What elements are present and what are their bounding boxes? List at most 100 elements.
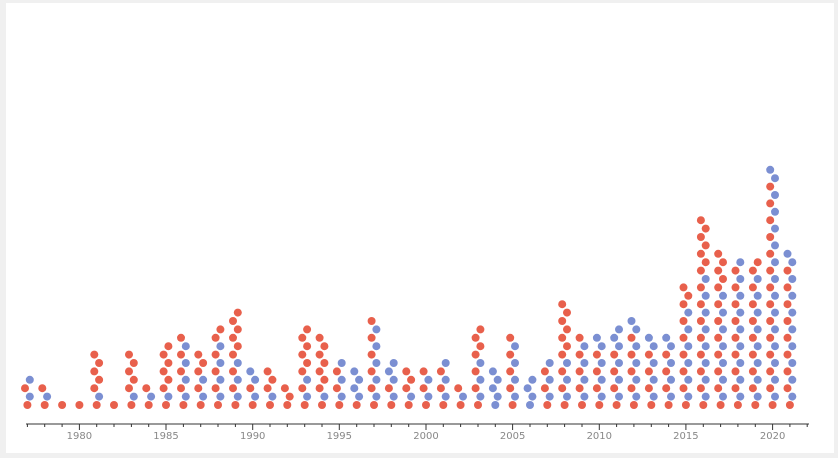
data-point (783, 249, 792, 258)
data-point (558, 384, 567, 393)
data-point (233, 392, 242, 401)
data-point (199, 359, 208, 367)
data-point (266, 401, 274, 409)
data-point (125, 367, 133, 376)
data-point (701, 375, 710, 384)
data-point (766, 199, 775, 208)
data-point (575, 367, 584, 376)
data-point (476, 392, 485, 401)
data-point (699, 401, 708, 409)
data-point (701, 275, 710, 283)
data-point (523, 384, 532, 393)
data-point (736, 275, 745, 283)
data-point (476, 375, 485, 384)
data-point (684, 359, 693, 367)
data-point (719, 275, 727, 283)
data-point (714, 249, 723, 258)
data-point (419, 367, 428, 376)
data-point (766, 350, 775, 359)
data-point (766, 233, 775, 241)
data-point (563, 392, 571, 401)
data-point (684, 342, 693, 351)
x-tick-label: 1995 (327, 431, 352, 442)
data-point (493, 392, 502, 401)
data-point (766, 165, 775, 174)
data-point (246, 384, 255, 393)
data-point (127, 401, 136, 409)
data-point (233, 325, 242, 334)
data-point (355, 392, 364, 401)
data-point (788, 359, 797, 367)
data-point (736, 392, 745, 401)
data-point (216, 392, 225, 401)
data-point (748, 266, 757, 275)
data-point (199, 392, 208, 401)
data-point (92, 401, 101, 409)
data-point (766, 216, 775, 225)
data-point (783, 300, 792, 309)
data-point (389, 375, 398, 384)
data-point (159, 367, 168, 376)
data-point (506, 333, 515, 342)
data-point (788, 325, 797, 334)
data-point (766, 182, 775, 191)
data-point (303, 325, 312, 334)
data-point (731, 300, 740, 309)
data-point (719, 308, 727, 317)
data-point (181, 392, 190, 401)
data-point (788, 291, 797, 300)
data-point (211, 384, 220, 393)
data-point (75, 401, 84, 409)
data-point (736, 325, 745, 334)
data-point (679, 317, 688, 325)
data-point (736, 258, 745, 267)
data-point (526, 401, 534, 409)
data-point (679, 283, 688, 292)
data-point (129, 392, 138, 401)
data-point (528, 392, 537, 401)
data-point (181, 342, 190, 351)
data-point (251, 375, 260, 384)
data-point (766, 283, 775, 292)
data-point (511, 375, 519, 384)
data-point (95, 375, 104, 384)
data-point (335, 401, 344, 409)
data-point (560, 401, 569, 409)
data-point (696, 283, 705, 292)
data-point (367, 317, 376, 325)
data-point (211, 333, 220, 342)
data-point (748, 367, 757, 376)
data-point (753, 308, 762, 317)
data-point (540, 367, 549, 376)
data-point (719, 359, 727, 367)
data-point (632, 392, 641, 401)
data-point (783, 350, 792, 359)
data-point (563, 342, 571, 351)
data-point (528, 375, 537, 384)
data-point (632, 325, 641, 334)
data-point (280, 384, 289, 393)
data-point (229, 350, 237, 359)
data-point (367, 367, 376, 376)
data-point (407, 375, 416, 384)
data-point (231, 401, 240, 409)
data-point (592, 367, 601, 376)
data-point (766, 249, 775, 258)
data-point (459, 392, 467, 401)
data-point (731, 283, 740, 292)
data-point (615, 392, 623, 401)
data-point (488, 367, 497, 376)
data-point (753, 359, 762, 367)
data-point (370, 401, 378, 409)
chart-panel: 1980 1985 1990 1995 2000 2005 2010 2015 2020 (6, 3, 834, 453)
data-point (644, 350, 653, 359)
data-point (337, 375, 346, 384)
data-point (147, 392, 156, 401)
data-point (748, 300, 757, 309)
data-point (771, 325, 779, 334)
data-point (785, 401, 794, 409)
data-point (229, 384, 237, 393)
data-point (580, 359, 589, 367)
data-point (40, 401, 49, 409)
data-point (696, 233, 705, 241)
